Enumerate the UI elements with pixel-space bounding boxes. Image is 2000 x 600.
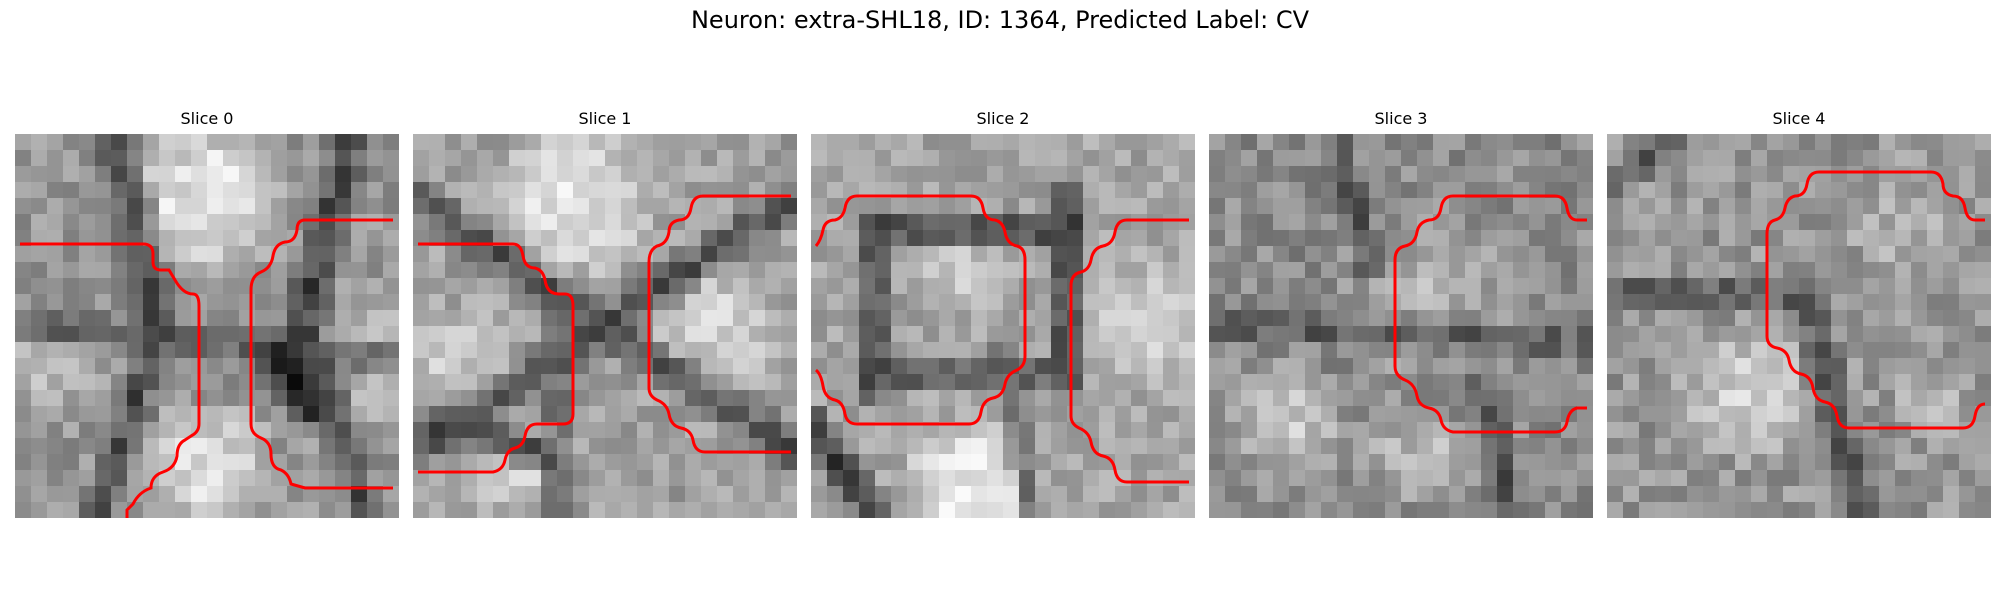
slice-image <box>1607 134 1991 518</box>
slice-title: Slice 2 <box>976 109 1030 128</box>
slice-panel-1: Slice 1 <box>413 108 797 518</box>
microscopy-slice-image <box>1607 134 1991 518</box>
segmentation-contour <box>418 242 575 474</box>
slice-panel-0: Slice 0 <box>15 108 399 518</box>
segmentation-overlay <box>814 194 1189 484</box>
segmentation-contour <box>1069 218 1189 484</box>
figure-title: Neuron: extra-SHL18, ID: 1364, Predicted… <box>690 6 1310 34</box>
slice-panel-3: Slice 3 <box>1209 108 1593 518</box>
slice-panel-2: Slice 2 <box>811 108 1195 518</box>
slice-title: Slice 3 <box>1374 109 1428 128</box>
segmentation-overlay <box>1765 170 1986 430</box>
slice-panel-4: Slice 4 <box>1607 108 1991 518</box>
microscopy-slice-image <box>811 134 1195 518</box>
slice-title: Slice 1 <box>578 109 632 128</box>
segmentation-contour <box>1393 194 1587 434</box>
segmentation-overlay <box>20 218 393 518</box>
microscopy-slice-image <box>413 134 797 518</box>
segmentation-contour <box>814 194 1027 426</box>
segmentation-contour <box>20 242 201 518</box>
segmentation-overlay <box>1393 194 1587 434</box>
microscopy-slice-image <box>15 134 399 518</box>
microscopy-slice-image <box>1209 134 1593 518</box>
slice-title: Slice 4 <box>1772 109 1826 128</box>
slice-image <box>1209 134 1593 518</box>
slice-image <box>413 134 797 518</box>
slice-title: Slice 0 <box>180 109 234 128</box>
segmentation-overlay <box>418 194 791 474</box>
segmentation-contour <box>647 194 791 454</box>
segmentation-contour <box>1765 170 1986 430</box>
segmentation-contour <box>249 218 393 490</box>
slice-image <box>811 134 1195 518</box>
slice-image <box>15 134 399 518</box>
